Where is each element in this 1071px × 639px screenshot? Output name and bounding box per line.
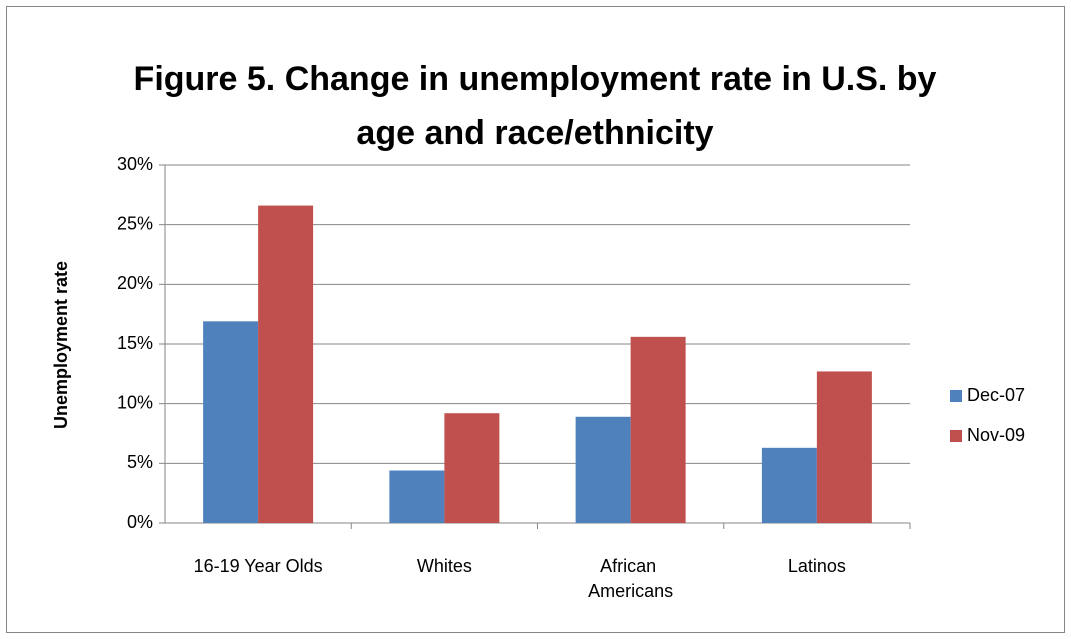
legend-swatch [950, 390, 962, 402]
bar [575, 416, 631, 523]
bar [203, 321, 259, 523]
chart-border [6, 6, 1065, 633]
legend-swatch [950, 430, 962, 442]
y-tick-label: 30% [117, 154, 153, 174]
legend-label: Dec-07 [967, 385, 1025, 405]
bar [816, 371, 872, 523]
y-tick-label: 25% [117, 213, 153, 233]
x-tick-label: Whites [417, 556, 472, 576]
y-tick-label: 0% [127, 512, 153, 532]
y-tick-label: 15% [117, 333, 153, 353]
x-tick-label: African Americans [588, 556, 673, 601]
x-tick-label: 16-19 Year Olds [194, 556, 323, 576]
bar [389, 470, 445, 523]
y-tick-label: 5% [127, 452, 153, 472]
y-tick-label: 10% [117, 392, 153, 412]
x-tick-label: Latinos [788, 556, 846, 576]
legend-label: Nov-09 [967, 425, 1025, 445]
y-axis-title: Unemployment rate [51, 261, 71, 429]
bar [630, 336, 686, 523]
bar [258, 205, 314, 523]
bar [761, 447, 817, 523]
y-tick-label: 20% [117, 273, 153, 293]
chart-title: Figure 5. Change in unemployment rate in… [133, 60, 937, 152]
bar [444, 413, 500, 523]
